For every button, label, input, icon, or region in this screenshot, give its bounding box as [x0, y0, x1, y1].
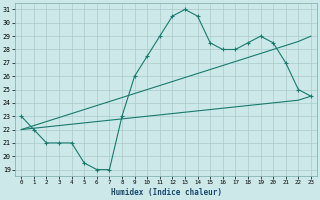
X-axis label: Humidex (Indice chaleur): Humidex (Indice chaleur): [111, 188, 221, 197]
